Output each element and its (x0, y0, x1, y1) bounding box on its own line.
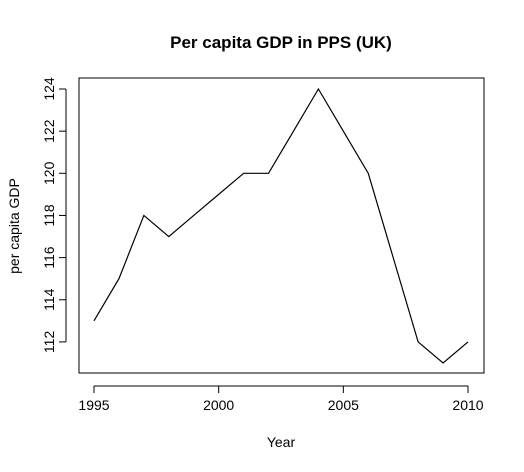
y-axis-label: per capita GDP (6, 178, 22, 274)
plot-frame (78, 77, 485, 374)
x-tick-label: 2005 (328, 397, 359, 413)
y-tick-label: 114 (41, 288, 57, 311)
x-tick-label: 2010 (452, 397, 483, 413)
y-tick-label: 120 (41, 161, 57, 185)
x-tick-label: 2000 (203, 397, 234, 413)
series-layer (93, 87, 469, 364)
y-tick-label: 124 (41, 77, 57, 101)
x-tick-label: 1995 (78, 397, 109, 413)
y-tick-label: 118 (41, 204, 57, 227)
x-axis-label: Year (267, 434, 296, 450)
y-tick-label: 122 (41, 119, 57, 143)
x-axis: 1995 2000 2005 2010 (78, 385, 484, 413)
y-tick-label: 116 (41, 246, 57, 269)
series-line (93, 87, 469, 364)
y-tick-label: 112 (41, 331, 57, 354)
chart-title: Per capita GDP in PPS (UK) (170, 33, 392, 52)
y-axis: 112 114 116 118 120 122 124 (41, 77, 67, 354)
